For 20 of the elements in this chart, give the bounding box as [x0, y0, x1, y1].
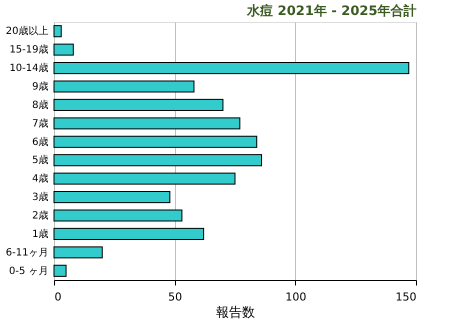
chart-title: 水痘 2021年 - 2025年合計: [246, 3, 416, 19]
x-tick-label: 50: [168, 290, 182, 304]
y-tick-label: 8歳: [32, 98, 48, 111]
y-tick-label: 7歳: [32, 117, 48, 130]
y-tick-label: 3歳: [32, 191, 48, 204]
y-tick-label: 20歳以上: [6, 25, 48, 38]
y-tick-label: 10-14歳: [9, 62, 48, 74]
y-tick-label: 0-5 ヶ月: [8, 266, 48, 277]
y-tick-label: 6-11ヶ月: [6, 247, 48, 258]
y-tick-label: 9歳: [32, 80, 48, 92]
x-tick-label: 100: [285, 290, 306, 304]
y-tick-label: 5歳: [32, 154, 48, 166]
x-axis-title: 報告数: [216, 306, 255, 320]
y-tick-label: 2歳: [32, 210, 48, 222]
y-tick-label: 4歳: [32, 172, 48, 185]
y-tick-label: 6歳: [32, 136, 48, 148]
y-tick-label: 1歳: [32, 228, 48, 240]
x-tick-label: 0: [54, 290, 62, 304]
y-tick-label: 15-19歳: [9, 44, 48, 56]
x-tick-label: 150: [396, 290, 416, 304]
